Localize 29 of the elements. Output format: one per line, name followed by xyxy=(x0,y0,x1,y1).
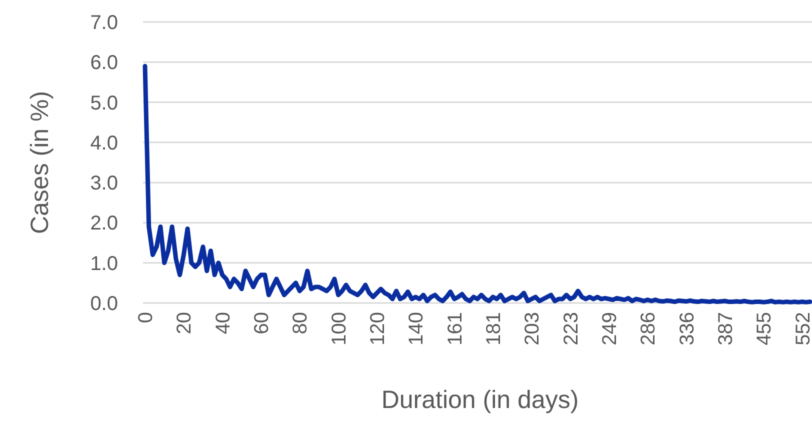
x-tick-label: 60 xyxy=(250,312,273,334)
y-axis-title: Cases (in %) xyxy=(26,90,54,234)
x-tick-label: 120 xyxy=(366,312,389,346)
y-tick-label: 5.0 xyxy=(90,92,118,114)
x-tick-label: 181 xyxy=(482,312,505,346)
x-tick-label: 0 xyxy=(135,312,157,324)
y-tick-label: 7.0 xyxy=(90,12,118,34)
y-tick-label: 6.0 xyxy=(90,52,118,74)
y-tick-label: 4.0 xyxy=(90,132,118,154)
x-tick-label: 223 xyxy=(560,312,582,346)
line-series xyxy=(142,64,812,304)
x-tick-label: 455 xyxy=(754,312,776,346)
y-tick-label: 1.0 xyxy=(90,252,118,275)
x-tick-label: 20 xyxy=(174,312,196,334)
x-tick-label: 203 xyxy=(522,312,544,346)
x-tick-label: 40 xyxy=(212,312,234,334)
y-tick-label: 0.0 xyxy=(90,293,118,315)
y-tick-label: 3.0 xyxy=(90,172,118,195)
x-tick-label: 100 xyxy=(328,312,350,346)
x-tick-label: 387 xyxy=(714,312,737,346)
x-tick-label: 249 xyxy=(598,312,621,346)
x-tick-label: 140 xyxy=(406,312,428,346)
x-tick-label: 80 xyxy=(290,312,312,334)
y-tick-label: 2.0 xyxy=(90,212,118,235)
x-tick-label: 161 xyxy=(444,312,466,346)
x-tick-label: 336 xyxy=(676,312,698,346)
x-tick-label: 552 xyxy=(792,312,812,346)
x-tick-label: 286 xyxy=(638,312,660,346)
x-axis-title: Duration (in days) xyxy=(381,386,579,414)
